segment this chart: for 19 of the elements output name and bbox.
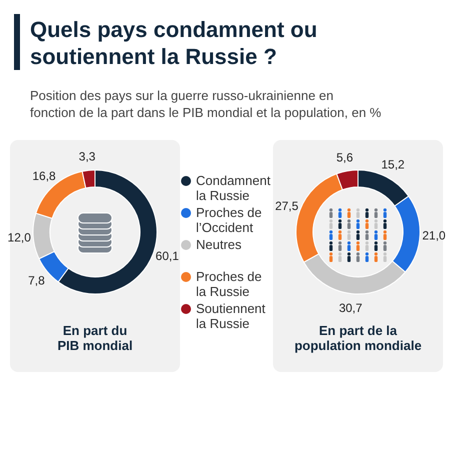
chart-subtitle: Position des pays sur la guerre russo-ukrainienne en fonction de la part dans le PIB mondial et la population, en % [30,88,382,120]
legend-label: Neutres [196,237,242,252]
data-label: 3,3 [78,150,96,164]
text: En part du PIB mondial [57,323,133,353]
data-label: 15,2 [381,158,405,172]
data-label: 30,7 [338,300,363,315]
legend-label: Proches de la Russie [196,269,262,299]
text: En part de la population mondiale [294,323,422,353]
data-label: 27,5 [275,198,299,213]
data-label: 5,6 [336,150,354,164]
data-label: 60,1 [156,248,180,263]
data-label: 12,0 [8,230,32,244]
data-label: 7,8 [28,274,46,288]
data-label: 16,8 [32,168,56,183]
chart-title: Quels pays condamnent ou soutiennent la Russie ? [30,17,318,69]
legend-label: Condamnent la Russie [196,173,271,203]
legend-label: Soutiennent la Russie [196,301,266,331]
legend-label: Proches de l’Occident [196,205,262,235]
data-label: 21,0 [422,228,446,243]
